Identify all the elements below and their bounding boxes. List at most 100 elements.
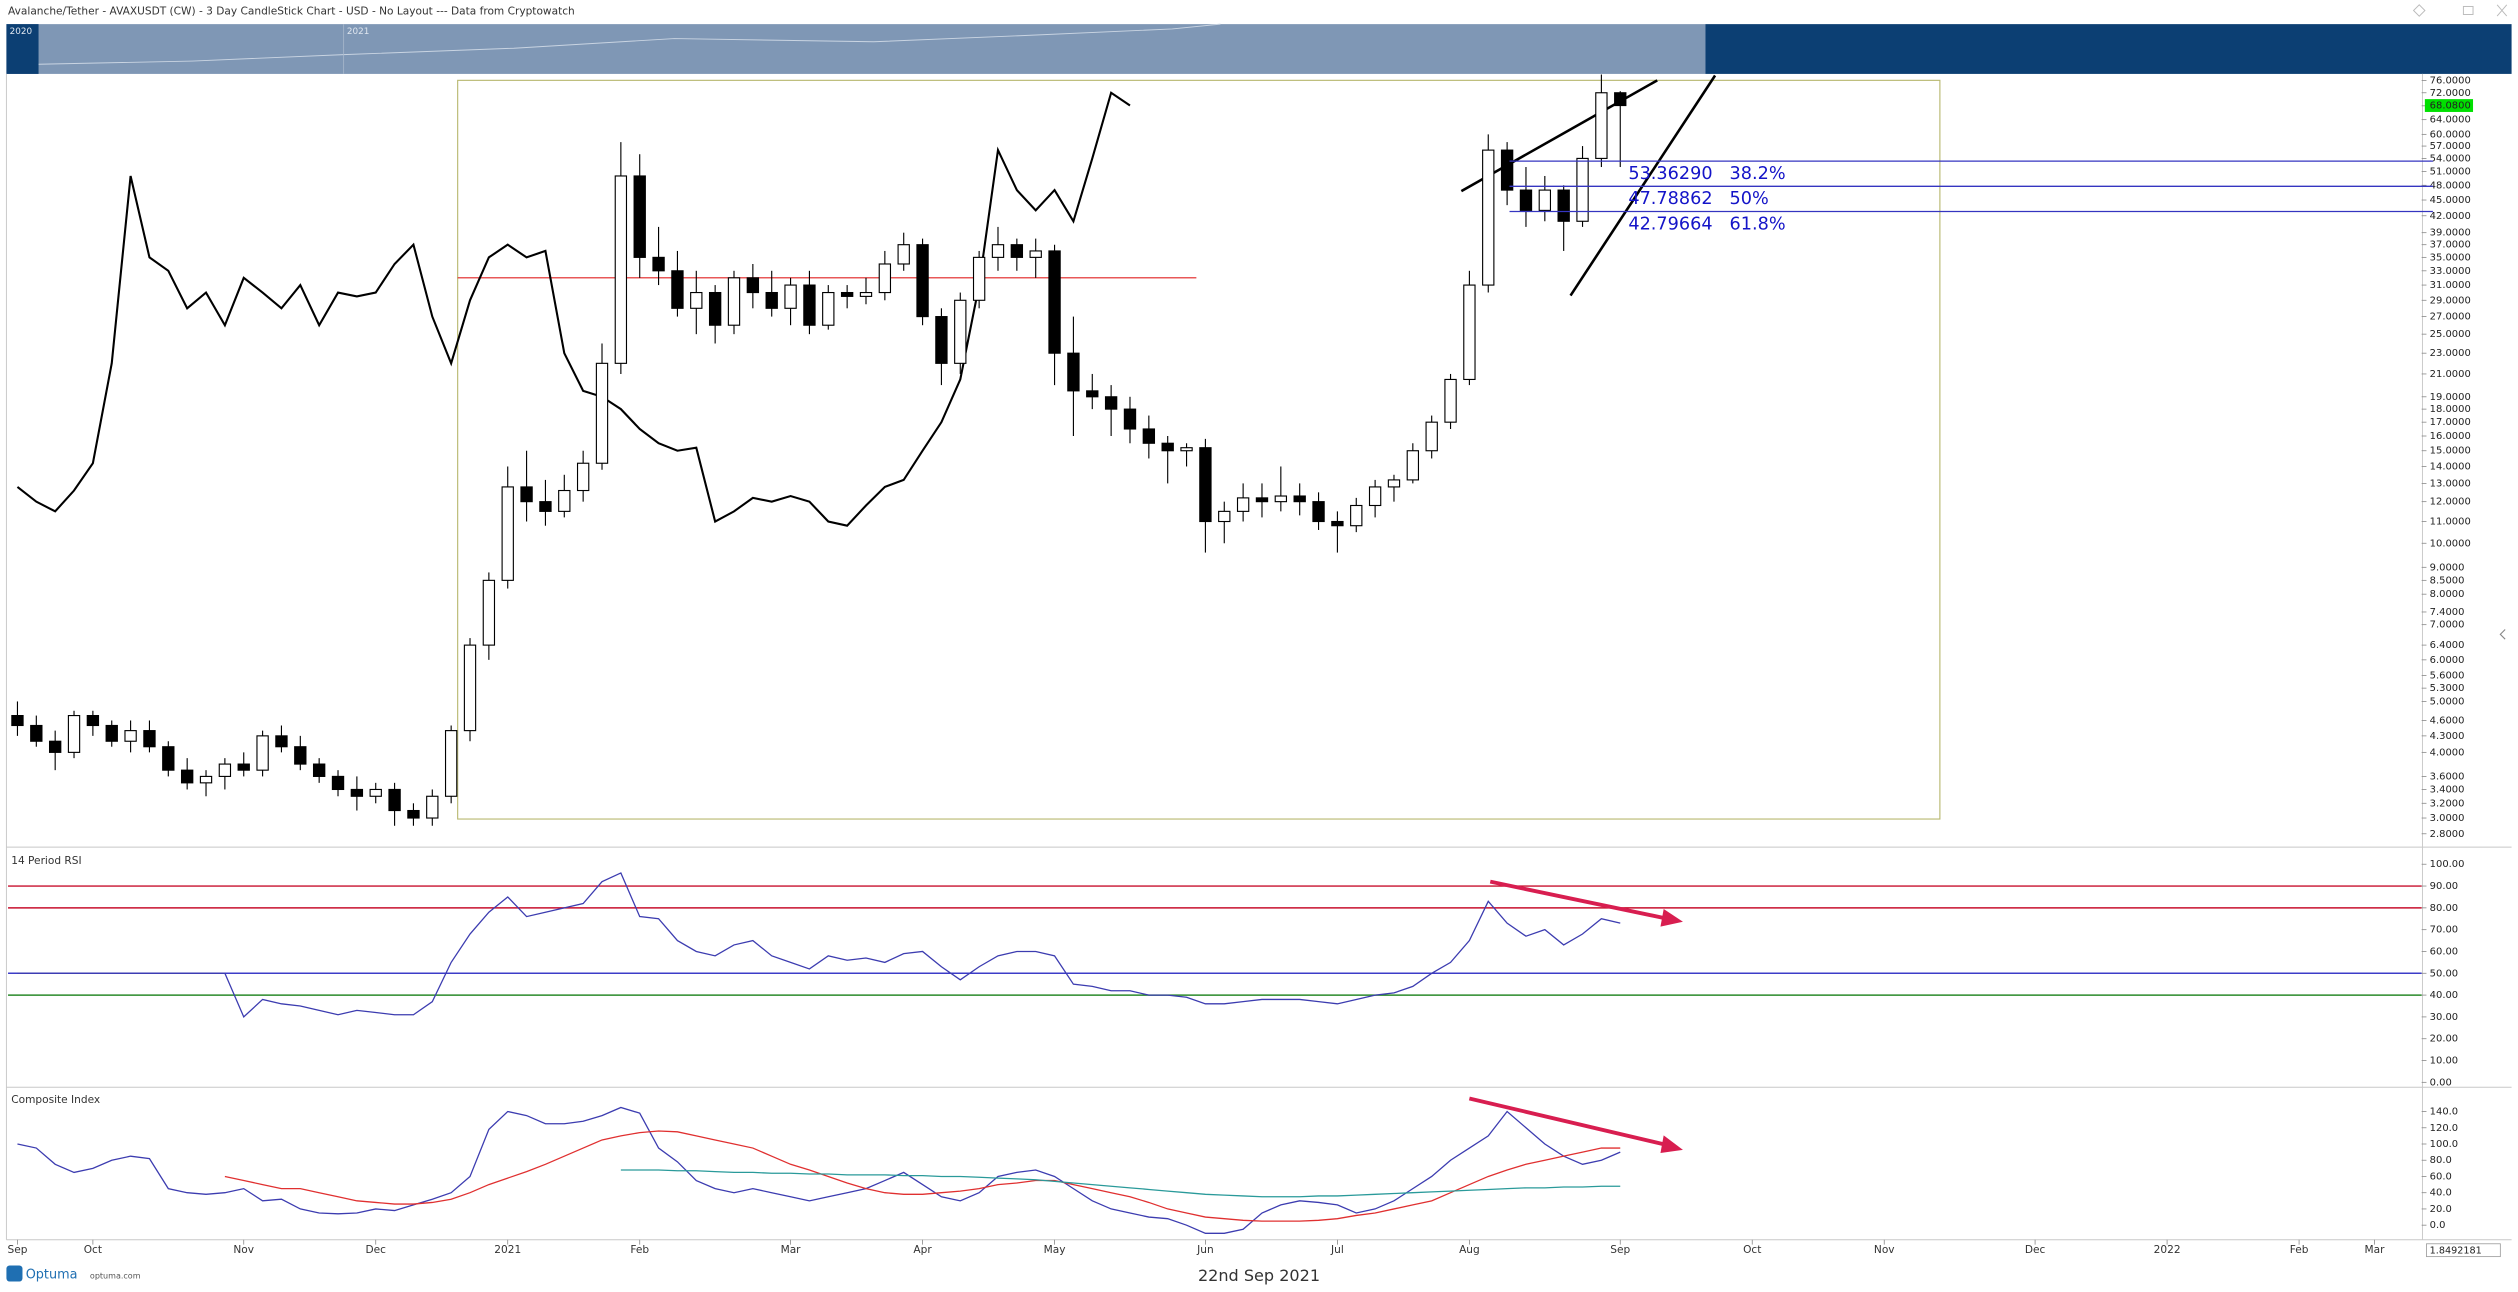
candle-body xyxy=(1010,244,1024,258)
candle-body xyxy=(1614,92,1627,107)
candle-body xyxy=(331,775,345,791)
y-tick-label: 33.0000 xyxy=(2430,266,2471,277)
candle-body xyxy=(1255,497,1269,503)
candle-body xyxy=(595,362,609,464)
fib-value: 42.79664 xyxy=(1628,214,1712,234)
candle-body xyxy=(143,730,156,748)
candle-body xyxy=(482,579,496,646)
candle-body xyxy=(1519,189,1533,211)
brand-logo xyxy=(6,1265,23,1282)
y-tick-label: 8.0000 xyxy=(2430,589,2465,600)
y-tick-label: 5.3000 xyxy=(2430,683,2465,694)
y-tick-label: 0.0 xyxy=(2430,1220,2446,1231)
candle-body xyxy=(1576,157,1589,222)
y-tick-label: 6.0000 xyxy=(2430,655,2465,666)
y-tick-label: 29.0000 xyxy=(2430,295,2471,306)
series-line xyxy=(17,872,1621,1018)
candle-body xyxy=(803,284,816,326)
candle-body xyxy=(765,291,778,309)
scale-box[interactable] xyxy=(2426,1243,2501,1258)
candle-body xyxy=(162,746,175,771)
candle-body xyxy=(1161,442,1174,452)
candle-body xyxy=(690,291,703,309)
navigator-window xyxy=(6,24,1706,74)
divergence-arrow xyxy=(1468,879,1683,1154)
candle-body xyxy=(1406,450,1420,481)
candle-body xyxy=(1312,501,1325,523)
navigator-shade xyxy=(6,24,39,74)
candle-body xyxy=(897,244,910,265)
x-tick-label: Mar xyxy=(781,1244,802,1256)
y-tick-label: 3.4000 xyxy=(2430,784,2465,795)
fib-ratio: 38.2% xyxy=(1730,164,1786,184)
y-tick-label: 20.0 xyxy=(2430,1204,2452,1215)
candle-body xyxy=(1180,447,1193,452)
y-tick-label: 37.0000 xyxy=(2430,240,2471,251)
candle-body xyxy=(671,270,684,309)
y-tick-label: 42.0000 xyxy=(2430,211,2471,222)
brand-site: optuma.com xyxy=(90,1271,141,1280)
y-tick-label: 7.0000 xyxy=(2430,620,2465,631)
navigator-label: 2020 xyxy=(10,27,33,37)
y-tick-label: 0.00 xyxy=(2430,1077,2452,1088)
candle-body xyxy=(407,809,420,819)
y-tick-label: 17.0000 xyxy=(2430,417,2471,428)
x-tick-label: Jul xyxy=(1330,1244,1344,1256)
y-tick-label: 12.0000 xyxy=(2430,497,2471,508)
window-title: Avalanche/Tether - AVAXUSDT (CW) - 3 Day… xyxy=(8,5,575,17)
y-tick-label: 4.6000 xyxy=(2430,715,2465,726)
x-tick-label: Dec xyxy=(365,1244,386,1256)
candle-body xyxy=(1368,486,1382,507)
y-tick-label: 45.0000 xyxy=(2430,195,2471,206)
y-tick-label: 140.0 xyxy=(2430,1107,2458,1118)
trend-line xyxy=(1569,74,1717,297)
candle-body xyxy=(576,462,590,492)
y-tick-label: 5.0000 xyxy=(2430,696,2465,707)
y-tick-label: 120.0 xyxy=(2430,1123,2458,1134)
candle-body xyxy=(1387,479,1401,488)
candle-body xyxy=(1595,92,1608,159)
composite-plot: Composite Index 140.0 120.0 100.0 80.0 60.0 40… xyxy=(7,1094,2458,1256)
x-tick-label: Feb xyxy=(630,1244,649,1256)
candle-body xyxy=(1029,250,1042,258)
icon xyxy=(2412,4,2426,17)
candle-body xyxy=(1331,520,1344,527)
y-tick-label: 8.5000 xyxy=(2430,575,2465,586)
collapse-button[interactable] xyxy=(2499,629,2506,640)
candle-body xyxy=(1142,428,1156,444)
candle-body xyxy=(991,244,1005,258)
brand-name: Optuma xyxy=(26,1268,78,1283)
candle-body xyxy=(1557,189,1570,222)
y-tick-label: 4.0000 xyxy=(2430,747,2465,758)
lagging-line xyxy=(16,91,1131,527)
series-line xyxy=(17,1106,1621,1234)
candle-body xyxy=(67,715,81,753)
y-tick-label: 9.0000 xyxy=(2430,562,2465,573)
candle-body xyxy=(878,263,892,294)
y-tick-label: 64.0000 xyxy=(2430,115,2471,126)
y-tick-label: 13.0000 xyxy=(2430,478,2471,489)
candle-body xyxy=(954,299,967,364)
y-tick-label: 40.00 xyxy=(2430,990,2458,1001)
x-tick-label: 2021 xyxy=(494,1244,521,1256)
candle-body xyxy=(1463,284,1476,381)
x-tick-label: Sep xyxy=(7,1244,27,1256)
y-tick-label: 18.0000 xyxy=(2430,404,2471,415)
y-tick-label: 30.00 xyxy=(2430,1012,2458,1023)
candle-body xyxy=(708,291,722,326)
scale-value: 1.8492181 xyxy=(2430,1246,2482,1257)
candle-body xyxy=(105,724,118,742)
candle-body xyxy=(1067,352,1080,392)
candle-body xyxy=(916,244,929,318)
candle-body xyxy=(444,730,458,797)
chart-date: 22nd Sep 2021 xyxy=(1198,1266,1320,1285)
y-tick-label: 5.6000 xyxy=(2430,671,2465,682)
x-tick-label: 2022 xyxy=(2154,1244,2181,1256)
y-tick-label: 72.0000 xyxy=(2430,88,2471,99)
y-tick-label: 54.0000 xyxy=(2430,153,2471,164)
icon xyxy=(2496,4,2508,17)
x-tick-label: Aug xyxy=(1459,1244,1480,1256)
candle-body xyxy=(1538,189,1552,211)
arrow-shaft xyxy=(1468,1096,1668,1147)
